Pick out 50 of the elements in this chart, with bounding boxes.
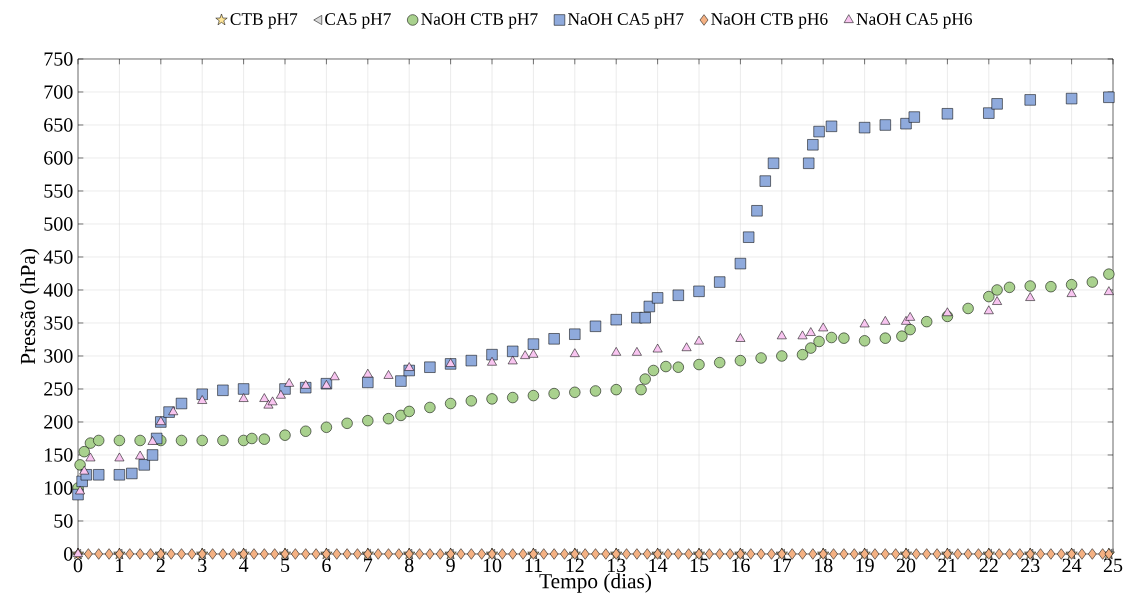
x-tick-label: 21 [938, 558, 957, 572]
x-tick-label: 20 [896, 558, 916, 573]
x-tick-label: 17 [773, 558, 792, 572]
x-tick-label: 2 [156, 558, 165, 572]
legend-label: NaOH CA5 pH7 [568, 13, 684, 29]
x-tick-label: 5 [281, 558, 290, 572]
y-tick-label: 200 [44, 415, 73, 429]
y-tick-label: 100 [45, 481, 73, 495]
x-tick-label: 18 [814, 558, 833, 573]
x-axis-title: Tempo (dias) [539, 573, 651, 593]
x-tick-label: 8 [404, 558, 414, 573]
x-tick-label: 23 [1021, 558, 1040, 573]
x-tick-label: 24 [1062, 558, 1082, 572]
x-tick-label: 19 [856, 558, 874, 573]
x-tick-label: 7 [364, 558, 373, 572]
y-tick-label: 650 [44, 118, 73, 132]
x-tick-label: 25 [1103, 558, 1123, 573]
y-tick-label: 250 [44, 382, 73, 396]
legend-label: CTB pH7 [230, 13, 298, 29]
y-axis-title: Pressão (hPa) [20, 249, 40, 365]
y-tick-label: 700 [44, 85, 73, 99]
x-tick-label: 10 [483, 558, 502, 573]
x-tick-label: 6 [322, 558, 331, 573]
x-tick-label: 4 [239, 558, 249, 572]
x-tick-label: 0 [73, 558, 83, 573]
x-tick-label: 22 [979, 558, 998, 572]
x-tick-label: 1 [116, 558, 124, 572]
y-tick-label: 600 [44, 151, 73, 165]
y-tick-label: 300 [44, 349, 73, 363]
y-tick-label: 150 [45, 448, 73, 462]
x-tick-label: 16 [732, 558, 750, 573]
x-tick-label: 13 [607, 558, 626, 573]
y-tick-label: 0 [64, 547, 73, 561]
x-tick-label: 15 [690, 558, 709, 573]
legend-label: CA5 pH7 [325, 13, 391, 29]
x-tick-label: 9 [446, 558, 455, 573]
y-tick-label: 350 [44, 316, 73, 330]
y-tick-label: 550 [44, 184, 73, 198]
y-tick-label: 400 [43, 283, 73, 297]
x-tick-label: 12 [566, 558, 584, 572]
y-tick-label: 450 [43, 250, 73, 264]
y-tick-label: 500 [44, 217, 73, 231]
y-tick-label: 50 [54, 514, 73, 528]
y-tick-label: 750 [44, 52, 73, 66]
legend-label: NaOH CTB pH7 [421, 13, 538, 29]
x-tick-label: 3 [198, 558, 207, 573]
legend-label: NaOH CTB pH6 [711, 13, 828, 29]
x-tick-label: 11 [525, 558, 542, 572]
x-tick-label: 14 [649, 558, 668, 572]
legend-label: NaOH CA5 pH6 [856, 13, 973, 29]
